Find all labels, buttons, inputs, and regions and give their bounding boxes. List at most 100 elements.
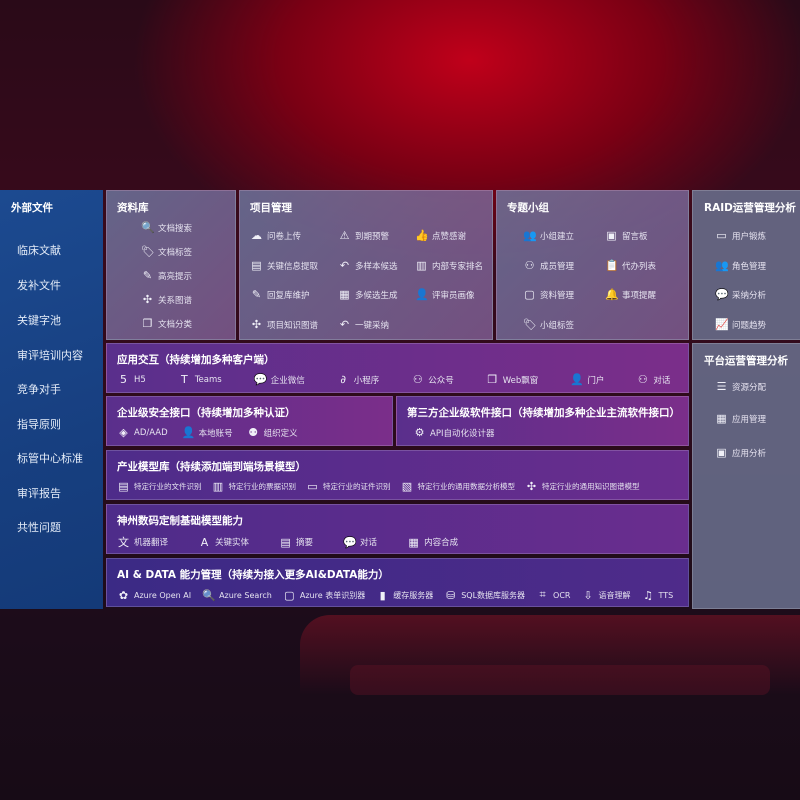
feature-trend-item[interactable]: 📈 问题趋势	[715, 318, 766, 331]
feature-ocr-item[interactable]: ⌗ OCR	[536, 588, 570, 602]
panel-industry-models: 产业模型库（持续添加端到端场景模型） ▤ 特定行业的文件识别 ▥ 特定行业的票据识别 ▭ 特…	[106, 450, 689, 500]
feature-id-card-item[interactable]: ▭ 用户锻炼	[715, 229, 766, 242]
sidebar-item[interactable]: 共性问题	[17, 521, 61, 534]
feature-mini-program-item[interactable]: ∂ 小程序	[337, 373, 379, 386]
feature-entity-item[interactable]: A 关键实体	[198, 534, 249, 550]
feature-graph-item[interactable]: ✣ 关系图谱	[141, 293, 192, 306]
feature-label: 高亮提示	[158, 271, 193, 282]
floor-reflection	[300, 615, 800, 695]
feature-local-account-item[interactable]: 👤 本地账号	[182, 426, 233, 439]
member-add-icon: ⚇	[524, 259, 535, 272]
feature-file-item[interactable]: ▤ 特定行业的文件识别	[117, 480, 201, 493]
feature-chat-users-item[interactable]: ⚇ 对话	[636, 373, 670, 386]
feature-folder-item[interactable]: ▢ 资料管理	[523, 288, 574, 301]
feature-ranking-item[interactable]: ▥ 内部专家排名	[415, 259, 483, 272]
feature-reply-item[interactable]: ↶ 一键采纳	[338, 318, 389, 331]
feature-tts-item[interactable]: ♫ TTS	[642, 588, 673, 602]
user-icon: 👤	[415, 288, 429, 301]
feature-search-doc-item[interactable]: 🔍 Azure Search	[202, 588, 272, 602]
portal-icon: 👤	[570, 373, 585, 386]
feature-label: 特定行业的票据识别	[228, 482, 297, 491]
feature-bell-item[interactable]: 🔔 事项提醒	[605, 288, 656, 301]
api-gear-icon: ⚙	[414, 426, 425, 439]
feature-thumbs-up-item[interactable]: 👍 点赞感谢	[415, 229, 466, 242]
sidebar-item[interactable]: 指导原则	[17, 418, 61, 431]
sidebar-item[interactable]: 审评培训内容	[17, 349, 83, 362]
reply-icon: ↶	[339, 318, 350, 331]
panel-title: 项目管理	[250, 202, 292, 214]
users-icon: 👥	[715, 259, 729, 272]
feature-knowledge-graph-item[interactable]: ✣ 项目知识图谱	[250, 318, 318, 331]
sidebar-item[interactable]: 临床文献	[17, 244, 61, 257]
feature-chart-item[interactable]: ▧ 特定行业的通用数据分析模型	[401, 480, 515, 493]
form-recognizer-icon: ▢	[284, 588, 295, 602]
feature-label: 公众号	[428, 375, 454, 386]
group-icon: 👥	[523, 229, 537, 242]
feature-label: Teams	[194, 374, 222, 385]
feature-window-item[interactable]: ❐ Web飘窗	[486, 373, 538, 386]
feature-html5-item[interactable]: 5 H5	[117, 373, 146, 386]
feature-checklist-item[interactable]: ☰ 资源分配	[715, 380, 766, 393]
feature-apps-item[interactable]: ▦ 应用管理	[715, 412, 766, 425]
trend-icon: 📈	[715, 318, 729, 331]
feature-users-item[interactable]: 👥 角色管理	[715, 259, 766, 272]
feature-api-gear-item[interactable]: ⚙ API自动化设计器	[413, 426, 495, 439]
feature-label: 项目知识图谱	[267, 320, 319, 331]
feature-label: 本地账号	[198, 428, 233, 439]
feature-qa-item[interactable]: 💬 采纳分析	[715, 288, 766, 301]
feature-cache-server-item[interactable]: ▮ 缓存服务器	[376, 588, 434, 602]
feature-reply-item[interactable]: ↶ 多样本候选	[338, 259, 398, 272]
feature-sql-item[interactable]: ⛁ SQL数据库服务器	[444, 588, 525, 602]
ocr-icon: ⌗	[539, 588, 546, 601]
feature-openai-item[interactable]: ✿ Azure Open AI	[117, 588, 191, 602]
feature-receipt-item[interactable]: ▥ 特定行业的票据识别	[212, 480, 297, 493]
alarm-icon: ⚠	[339, 229, 350, 242]
sidebar-item[interactable]: 标管中心标准	[17, 452, 83, 465]
feature-org-item[interactable]: ⚉ 组织定义	[247, 426, 298, 439]
feature-document-search-item[interactable]: 🔍 文档搜索	[141, 221, 192, 234]
sidebar-item[interactable]: 竞争对手	[17, 383, 61, 396]
feature-aad-item[interactable]: ◈ AD/AAD	[117, 426, 167, 439]
compose-icon: ▦	[408, 535, 419, 549]
sidebar-item[interactable]: 发补文件	[17, 279, 61, 292]
feature-alarm-item[interactable]: ⚠ 到期预警	[338, 229, 389, 242]
feature-teams-item[interactable]: T Teams	[178, 373, 222, 386]
ranking-icon: ▥	[416, 259, 427, 272]
feature-pen-item[interactable]: ✎ 高亮提示	[141, 269, 192, 282]
sidebar-item[interactable]: 关键字池	[17, 314, 61, 327]
feature-form-recognizer-item[interactable]: ▢ Azure 表单识别器	[283, 588, 365, 602]
feature-bbs-item[interactable]: ▣ 留言板	[605, 229, 647, 242]
feature-analytics-item[interactable]: ▣ 应用分析	[715, 446, 766, 459]
org-icon: ⚉	[248, 426, 259, 439]
feature-label: 特定行业的证件识别	[323, 482, 391, 491]
sidebar-item[interactable]: 审评报告	[17, 487, 61, 500]
feature-id-card-item[interactable]: ▭ 特定行业的证件识别	[306, 480, 391, 493]
feature-clipboard-item[interactable]: 📋 代办列表	[605, 259, 656, 272]
feature-public-account-item[interactable]: ⚇ 公众号	[411, 373, 454, 386]
feature-speech-item[interactable]: ⇩ 语音理解	[582, 588, 630, 602]
chat-users-icon: ⚇	[637, 373, 648, 386]
feature-label: 组织定义	[263, 428, 298, 439]
feature-label: 事项提醒	[622, 290, 657, 301]
feature-extract-item[interactable]: ▤ 关键信息提取	[250, 259, 318, 272]
feature-tag-item[interactable]: 🏷 小组标签	[523, 318, 574, 331]
feature-group-item[interactable]: 👥 小组建立	[523, 229, 574, 242]
feature-cloud-upload-item[interactable]: ☁ 问卷上传	[250, 229, 301, 242]
feature-user-item[interactable]: 👤 评审员画像	[415, 288, 475, 301]
feature-tag-item[interactable]: 🏷 文档标签	[141, 245, 192, 258]
feature-edit-item[interactable]: ✎ 回复库维护	[250, 288, 310, 301]
feature-label: SQL数据库服务器	[461, 590, 526, 600]
feature-portal-item[interactable]: 👤 门户	[570, 373, 604, 386]
feature-chat-item[interactable]: 💬 对话	[343, 534, 377, 550]
feature-puzzle-item[interactable]: ▦ 多候选生成	[338, 288, 397, 301]
panel-title: 第三方企业级软件接口（持续增加多种企业主流软件接口）	[407, 407, 680, 419]
feature-label: 对话	[653, 375, 671, 386]
feature-wechat-item[interactable]: 💬 企业微信	[254, 373, 305, 386]
feature-member-add-item[interactable]: ⚇ 成员管理	[523, 259, 574, 272]
feature-translate-item[interactable]: 文机器翻译	[117, 534, 168, 550]
tag-icon: 🏷	[141, 245, 155, 258]
feature-document-category-item[interactable]: ❐ 文档分类	[141, 317, 192, 330]
feature-knowledge-graph-item[interactable]: ✣ 特定行业的通用知识图谱模型	[525, 480, 640, 493]
feature-summary-item[interactable]: ▤ 摘要	[279, 534, 313, 550]
feature-compose-item[interactable]: ▦ 内容合成	[407, 534, 458, 550]
